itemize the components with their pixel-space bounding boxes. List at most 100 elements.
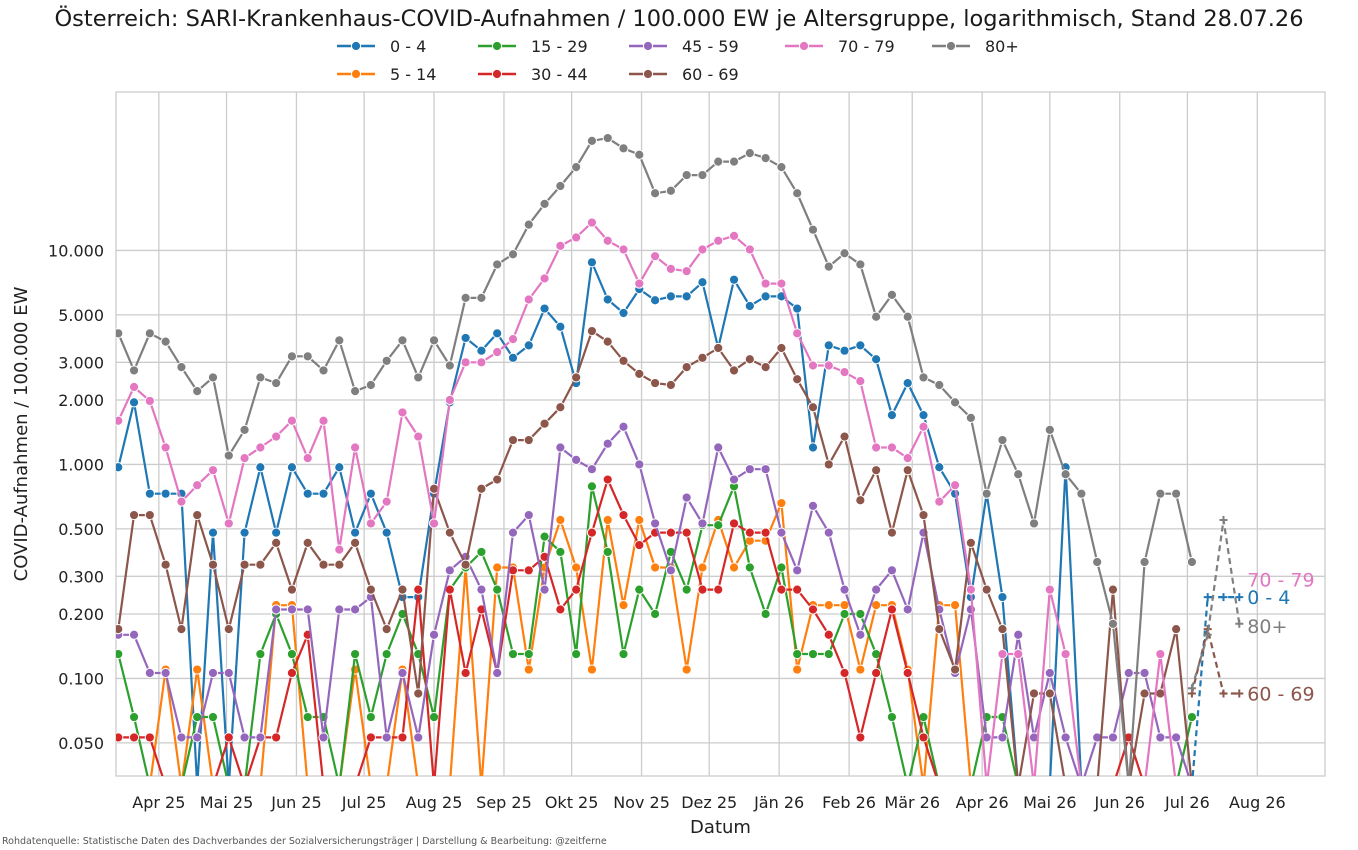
- data-point: [1028, 518, 1040, 529]
- data-point: [413, 732, 424, 743]
- data-point: [571, 372, 582, 383]
- data-point: [965, 604, 976, 615]
- data-point: [744, 464, 755, 475]
- data-point: [713, 520, 724, 531]
- data-point: [539, 198, 550, 209]
- data-point: [839, 248, 850, 259]
- data-point: [634, 514, 645, 526]
- data-point: [855, 340, 866, 351]
- data-point: [318, 732, 329, 743]
- data-point: [207, 711, 219, 723]
- data-point: [792, 584, 803, 595]
- data-point: [286, 351, 298, 362]
- data-point: [586, 664, 598, 675]
- x-tick-label: Feb 26: [822, 793, 876, 812]
- data-point: [934, 496, 945, 507]
- data-point: [618, 143, 629, 154]
- data-point: [981, 584, 992, 595]
- legend-item: 5 - 14: [337, 65, 436, 84]
- data-point: [349, 648, 361, 660]
- data-point: [507, 434, 519, 446]
- x-tick-label: Aug 25: [406, 793, 463, 812]
- x-tick-label: Aug 26: [1229, 793, 1286, 812]
- data-point: [116, 328, 124, 339]
- data-point: [792, 303, 803, 314]
- data-point: [665, 527, 676, 538]
- data-point: [728, 562, 740, 573]
- data-point: [1060, 732, 1071, 743]
- data-point: [649, 377, 661, 389]
- data-point: [649, 251, 661, 262]
- series-15-29: [116, 481, 1198, 776]
- data-point: [116, 415, 124, 426]
- y-tick-label: 3.000: [58, 353, 104, 372]
- data-point: [555, 514, 566, 526]
- data-point: [523, 509, 534, 521]
- data-point: [871, 584, 882, 595]
- grid: [116, 92, 1325, 776]
- data-point: [571, 454, 582, 465]
- data-point: [428, 518, 440, 529]
- data-point: [349, 537, 361, 548]
- data-point: [855, 495, 866, 506]
- data-point: [918, 410, 929, 421]
- series-group: [116, 132, 1244, 776]
- data-point: [649, 518, 661, 529]
- data-point: [334, 559, 345, 570]
- data-point: [492, 259, 503, 270]
- data-point: [239, 732, 250, 743]
- data-point: [997, 648, 1008, 660]
- data-point: [334, 335, 345, 346]
- data-point: [634, 584, 645, 595]
- data-point: [728, 274, 740, 285]
- nowcast-line: [1191, 596, 1240, 776]
- data-point: [697, 584, 708, 595]
- data-point: [728, 365, 740, 376]
- data-point: [823, 360, 834, 371]
- data-point: [207, 465, 219, 476]
- data-point: [776, 162, 787, 173]
- data-point: [1155, 648, 1166, 660]
- legend-marker: [798, 40, 810, 52]
- data-point: [618, 648, 629, 660]
- data-point: [1171, 732, 1182, 743]
- data-point: [618, 307, 629, 319]
- data-point: [555, 402, 566, 413]
- data-point: [365, 379, 376, 391]
- data-point: [492, 328, 503, 339]
- data-point: [492, 562, 503, 573]
- data-point: [492, 346, 503, 358]
- data-point: [381, 355, 392, 366]
- data-point: [365, 584, 376, 595]
- data-point: [318, 488, 329, 499]
- data-point: [618, 600, 629, 611]
- data-point: [713, 442, 724, 453]
- data-point: [681, 291, 692, 302]
- data-point: [602, 294, 613, 305]
- data-point: [823, 340, 834, 351]
- data-point: [618, 421, 629, 432]
- data-point: [397, 667, 408, 679]
- data-point: [681, 266, 692, 277]
- data-point: [855, 608, 866, 620]
- data-point: [144, 328, 155, 339]
- data-point: [760, 361, 771, 373]
- data-point: [713, 342, 724, 354]
- plot-frame: [115, 91, 1326, 777]
- data-point: [1171, 488, 1182, 499]
- data-point: [286, 604, 298, 615]
- data-point: [807, 500, 819, 512]
- data-point: [571, 584, 582, 595]
- data-point: [634, 539, 645, 551]
- data-point: [397, 584, 408, 595]
- data-point: [902, 377, 913, 389]
- data-point: [365, 518, 376, 529]
- legend-marker: [945, 40, 957, 52]
- data-point: [128, 381, 140, 393]
- data-point: [886, 410, 898, 421]
- data-point: [1139, 667, 1150, 679]
- data-point: [728, 156, 740, 167]
- data-point: [776, 527, 787, 538]
- data-point: [476, 584, 487, 595]
- data-point: [381, 648, 392, 660]
